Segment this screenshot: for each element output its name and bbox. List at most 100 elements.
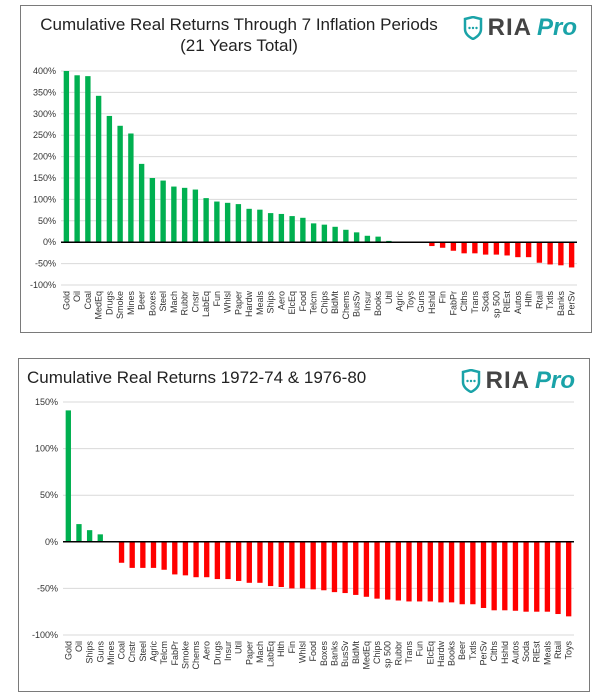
- bar: [406, 542, 411, 602]
- bar: [569, 242, 574, 267]
- x-tick-label: RlEst: [532, 641, 542, 663]
- x-tick-label: Ships: [85, 641, 95, 664]
- x-tick-label: Cnstr: [127, 641, 137, 663]
- x-tick-label: Mach: [169, 291, 179, 313]
- x-tick-label: Cnstr: [190, 291, 200, 313]
- bar: [171, 187, 176, 243]
- x-tick-label: ElcEq: [425, 641, 435, 665]
- x-tick-label: MedEq: [361, 641, 371, 670]
- y-tick-label: 50%: [38, 216, 56, 226]
- x-tick-label: Hlth: [524, 291, 534, 307]
- x-tick-label: LabEq: [201, 291, 211, 317]
- x-tick-label: Util: [384, 291, 394, 304]
- bar: [236, 204, 241, 242]
- bar: [460, 542, 465, 604]
- y-tick-label: 50%: [40, 490, 58, 500]
- x-tick-label: Food: [308, 641, 318, 662]
- x-tick-label: Hlth: [276, 641, 286, 657]
- bar: [225, 542, 230, 579]
- bar: [257, 210, 262, 243]
- bar: [322, 225, 327, 243]
- bar: [470, 542, 475, 604]
- x-tick-label: Hshld: [500, 641, 510, 664]
- bar: [300, 542, 305, 589]
- bar: [396, 542, 401, 601]
- bar: [247, 542, 252, 583]
- x-tick-label: Drugs: [104, 291, 114, 316]
- x-tick-label: Mines: [126, 291, 136, 316]
- x-tick-label: Aero: [202, 641, 212, 660]
- x-tick-label: sp 500: [491, 291, 501, 318]
- bar: [417, 542, 422, 602]
- x-tick-label: Rtail: [534, 291, 544, 309]
- x-tick-label: Chems: [191, 641, 201, 670]
- x-tick-label: Oil: [72, 291, 82, 302]
- bar: [481, 542, 486, 608]
- bar: [385, 542, 390, 600]
- bar: [193, 190, 198, 243]
- x-tick-label: Clths: [459, 291, 469, 312]
- bar: [449, 542, 454, 603]
- bar: [183, 542, 188, 576]
- y-tick-label: 200%: [33, 152, 56, 162]
- bar: [364, 542, 369, 597]
- y-tick-label: 100%: [33, 194, 56, 204]
- x-tick-label: Beer: [457, 641, 467, 660]
- bar: [76, 524, 81, 542]
- x-tick-label: Rubbr: [393, 641, 403, 666]
- x-tick-label: BusSv: [340, 641, 350, 668]
- x-tick-label: Hshld: [427, 291, 437, 314]
- bar: [555, 542, 560, 614]
- x-tick-label: Chips: [319, 291, 329, 315]
- x-tick-label: Boxes: [147, 291, 157, 317]
- x-tick-label: Banks: [556, 291, 566, 317]
- bar: [130, 542, 135, 568]
- x-tick-label: FabPr: [448, 291, 458, 316]
- bar: [523, 542, 528, 612]
- chart-panel-2: Cumulative Real Returns 1972-74 & 1976-8…: [18, 358, 590, 692]
- y-tick-label: 250%: [33, 130, 56, 140]
- chart-panel-1: Cumulative Real Returns Through 7 Inflat…: [20, 5, 592, 333]
- bar: [140, 542, 145, 568]
- x-tick-label: Trans: [404, 641, 414, 664]
- bar: [161, 542, 166, 570]
- x-tick-label: Books: [447, 641, 457, 667]
- bar: [515, 242, 520, 257]
- bar: [236, 542, 241, 581]
- bar: [150, 178, 155, 242]
- y-tick-label: -50%: [37, 583, 58, 593]
- bar: [193, 542, 198, 577]
- x-tick-label: Smoke: [180, 641, 190, 669]
- x-tick-label: Aero: [276, 291, 286, 310]
- x-tick-label: Beer: [137, 291, 147, 310]
- x-tick-label: Telcm: [309, 291, 319, 315]
- x-tick-label: Toys: [405, 291, 415, 310]
- x-tick-label: Chips: [372, 641, 382, 665]
- bar: [321, 542, 326, 590]
- x-tick-label: Rubbr: [180, 291, 190, 316]
- x-tick-label: Paper: [233, 291, 243, 315]
- bar: [215, 542, 220, 579]
- x-tick-label: Guns: [416, 291, 426, 313]
- x-tick-label: Fun: [212, 291, 222, 307]
- bar: [375, 237, 380, 243]
- bar: [257, 542, 262, 583]
- x-tick-label: Oil: [74, 641, 84, 652]
- x-tick-label: Ships: [266, 291, 276, 314]
- x-tick-label: Steel: [158, 291, 168, 312]
- bar: [332, 227, 337, 242]
- x-tick-label: Steel: [138, 641, 148, 662]
- x-tick-label: Coal: [83, 291, 93, 310]
- bar: [461, 242, 466, 253]
- bar: [182, 188, 187, 242]
- x-tick-label: Coal: [117, 641, 127, 660]
- x-tick-label: Agric: [395, 291, 405, 312]
- bar: [483, 242, 488, 254]
- bar: [172, 542, 177, 575]
- bar: [107, 116, 112, 242]
- x-tick-label: Fun: [415, 641, 425, 657]
- x-tick-label: Txtls: [545, 291, 555, 310]
- bar-chart-1: -100%-50%0%50%100%150%200%250%300%350%40…: [21, 6, 593, 334]
- x-tick-label: Smoke: [115, 291, 125, 319]
